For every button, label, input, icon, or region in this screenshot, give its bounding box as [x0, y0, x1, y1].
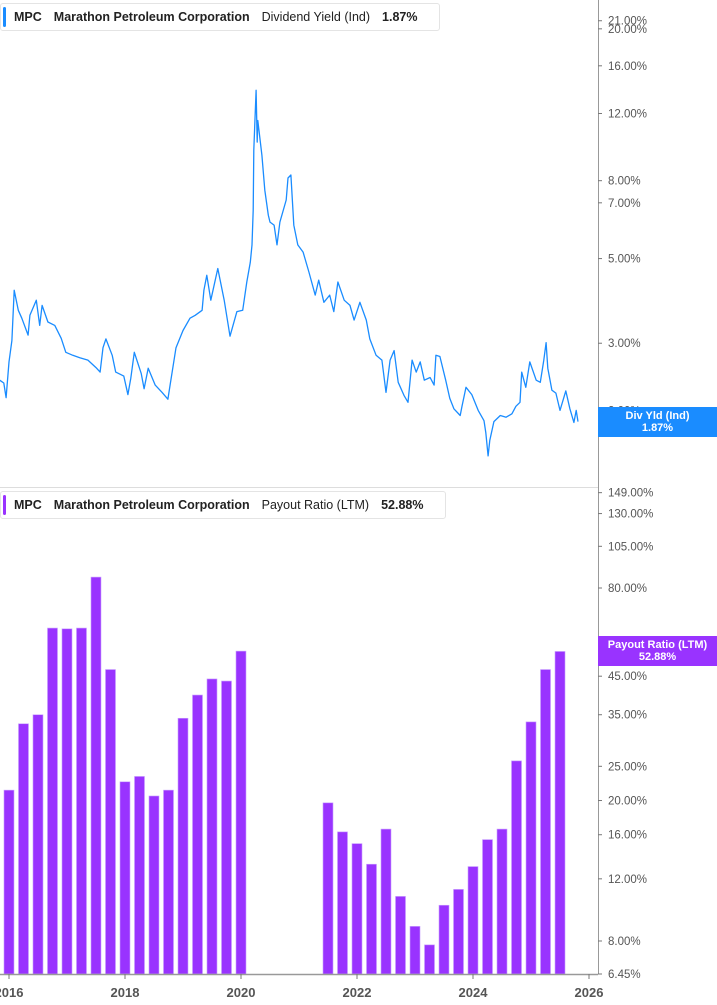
payout-ratio-bar	[540, 669, 551, 975]
y-tick-label: 6.45%	[608, 969, 641, 981]
payout-ratio-bar	[380, 828, 392, 975]
payout-ratio-bar	[206, 678, 218, 975]
y-tick-label: 130.00%	[608, 509, 653, 521]
payout-ratio-bar	[337, 831, 348, 975]
y-tick-label: 80.00%	[608, 583, 647, 595]
x-tick-label: 2016	[0, 985, 23, 1000]
x-tick-label: 2018	[111, 985, 140, 1000]
payout-ratio-bar	[409, 926, 421, 975]
dividend-yield-legend: MPC Marathon Petroleum Corporation Divid…	[0, 3, 441, 31]
payout-ratio-bar	[554, 651, 566, 975]
dividend-yield-pane	[0, 89, 579, 457]
y-tick-label: 8.00%	[608, 936, 641, 948]
legend-company: Marathon Petroleum Corporation	[53, 498, 250, 512]
payout-ratio-bar	[163, 789, 174, 975]
payout-ratio-bar	[90, 576, 102, 975]
payout-ratio-bar	[525, 721, 537, 975]
payout-ratio-bar	[467, 866, 479, 975]
payout-ratio-pane	[3, 576, 566, 975]
x-tick-label: 2022	[343, 985, 372, 1000]
legend-ticker: MPC	[14, 498, 42, 512]
payout-ratio-bar	[61, 628, 73, 975]
payout-ratio-legend: MPC Marathon Petroleum Corporation Payou…	[0, 491, 447, 519]
y-tick-label: 7.00%	[608, 198, 641, 210]
legend-ticker: MPC	[14, 10, 42, 24]
y-tick-label: 35.00%	[608, 710, 647, 722]
payout-ratio-bar	[235, 650, 247, 975]
tag-value: 52.88%	[638, 651, 677, 663]
series-color-swatch	[3, 495, 6, 515]
legend-value: 1.87%	[382, 10, 418, 24]
payout-ratio-bar	[395, 896, 406, 975]
payout-ratio-bar	[47, 627, 58, 975]
dividend-yield-last-value-tag: Div Yld (Ind) 1.87%	[598, 407, 717, 437]
y-tick-label: 8.00%	[608, 176, 641, 188]
payout-ratio-bar	[134, 776, 145, 975]
y-tick-label: 105.00%	[608, 541, 653, 553]
payout-ratio-bar	[438, 904, 450, 975]
x-tick-label: 2020	[227, 985, 256, 1000]
payout-ratio-bar	[322, 802, 334, 975]
payout-ratio-last-value-tag: Payout Ratio (LTM) 52.88%	[598, 636, 717, 666]
y-tick-label: 12.00%	[608, 108, 647, 120]
payout-ratio-bar	[18, 723, 29, 975]
y-tick-label: 5.00%	[608, 254, 641, 266]
y-tick-label: 16.00%	[608, 830, 647, 842]
payout-ratio-bar	[177, 717, 189, 975]
y-tick-label: 12.00%	[608, 874, 647, 886]
y-tick-label: 21.00%	[608, 16, 647, 28]
tag-value: 1.87%	[641, 422, 674, 434]
y-tick-label: 25.00%	[608, 761, 647, 773]
tag-label: Div Yld (Ind)	[625, 410, 690, 422]
y-tick-label: 3.00%	[608, 338, 641, 350]
y-tick-label: 45.00%	[608, 671, 647, 683]
payout-ratio-bar	[192, 694, 203, 975]
payout-ratio-bar	[482, 839, 493, 975]
payout-ratio-bar	[221, 680, 232, 975]
y-tick-label: 20.00%	[608, 796, 647, 808]
payout-ratio-bar	[3, 789, 15, 975]
y-tick-label: 16.00%	[608, 61, 647, 73]
x-tick-label: 2026	[575, 985, 604, 1000]
legend-metric: Dividend Yield (Ind)	[261, 10, 371, 24]
payout-ratio-bar	[76, 627, 87, 975]
legend-metric: Payout Ratio (LTM)	[261, 498, 370, 512]
payout-ratio-bar	[32, 714, 44, 975]
legend-value: 52.88%	[381, 498, 424, 512]
legend-company: Marathon Petroleum Corporation	[53, 10, 250, 24]
payout-ratio-bar	[105, 669, 116, 975]
payout-ratio-bar	[511, 760, 522, 975]
tag-label: Payout Ratio (LTM)	[607, 639, 708, 651]
payout-ratio-bar	[119, 781, 131, 975]
y-tick-label: 20.00%	[608, 24, 647, 36]
series-color-swatch	[3, 7, 6, 27]
payout-ratio-bar	[351, 843, 363, 975]
payout-ratio-bar	[148, 795, 160, 975]
payout-ratio-bar	[424, 944, 435, 975]
dividend-yield-line	[0, 89, 579, 457]
x-tick-label: 2024	[459, 985, 489, 1000]
y-tick-label: 149.00%	[608, 488, 653, 500]
payout-ratio-bar	[366, 863, 377, 975]
payout-ratio-bar	[496, 828, 508, 975]
payout-ratio-bar	[453, 889, 464, 975]
